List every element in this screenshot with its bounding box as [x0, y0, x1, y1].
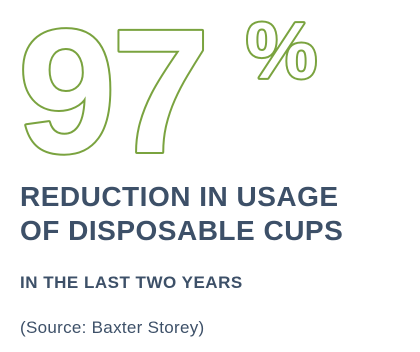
- stat-percent-sign: %: [246, 6, 317, 95]
- headline: REDUCTION IN USAGE OF DISPOSABLE CUPS: [20, 180, 416, 248]
- source-citation: (Source: Baxter Storey): [20, 318, 205, 337]
- subheadline: IN THE LAST TWO YEARS: [20, 273, 243, 292]
- stat-figure: 97 %: [14, 0, 394, 192]
- stat-figure-svg: 97 %: [16, 0, 319, 192]
- stat-number: 97: [18, 0, 206, 190]
- headline-line-1: REDUCTION IN USAGE: [20, 181, 339, 212]
- headline-line-2: OF DISPOSABLE CUPS: [20, 215, 344, 246]
